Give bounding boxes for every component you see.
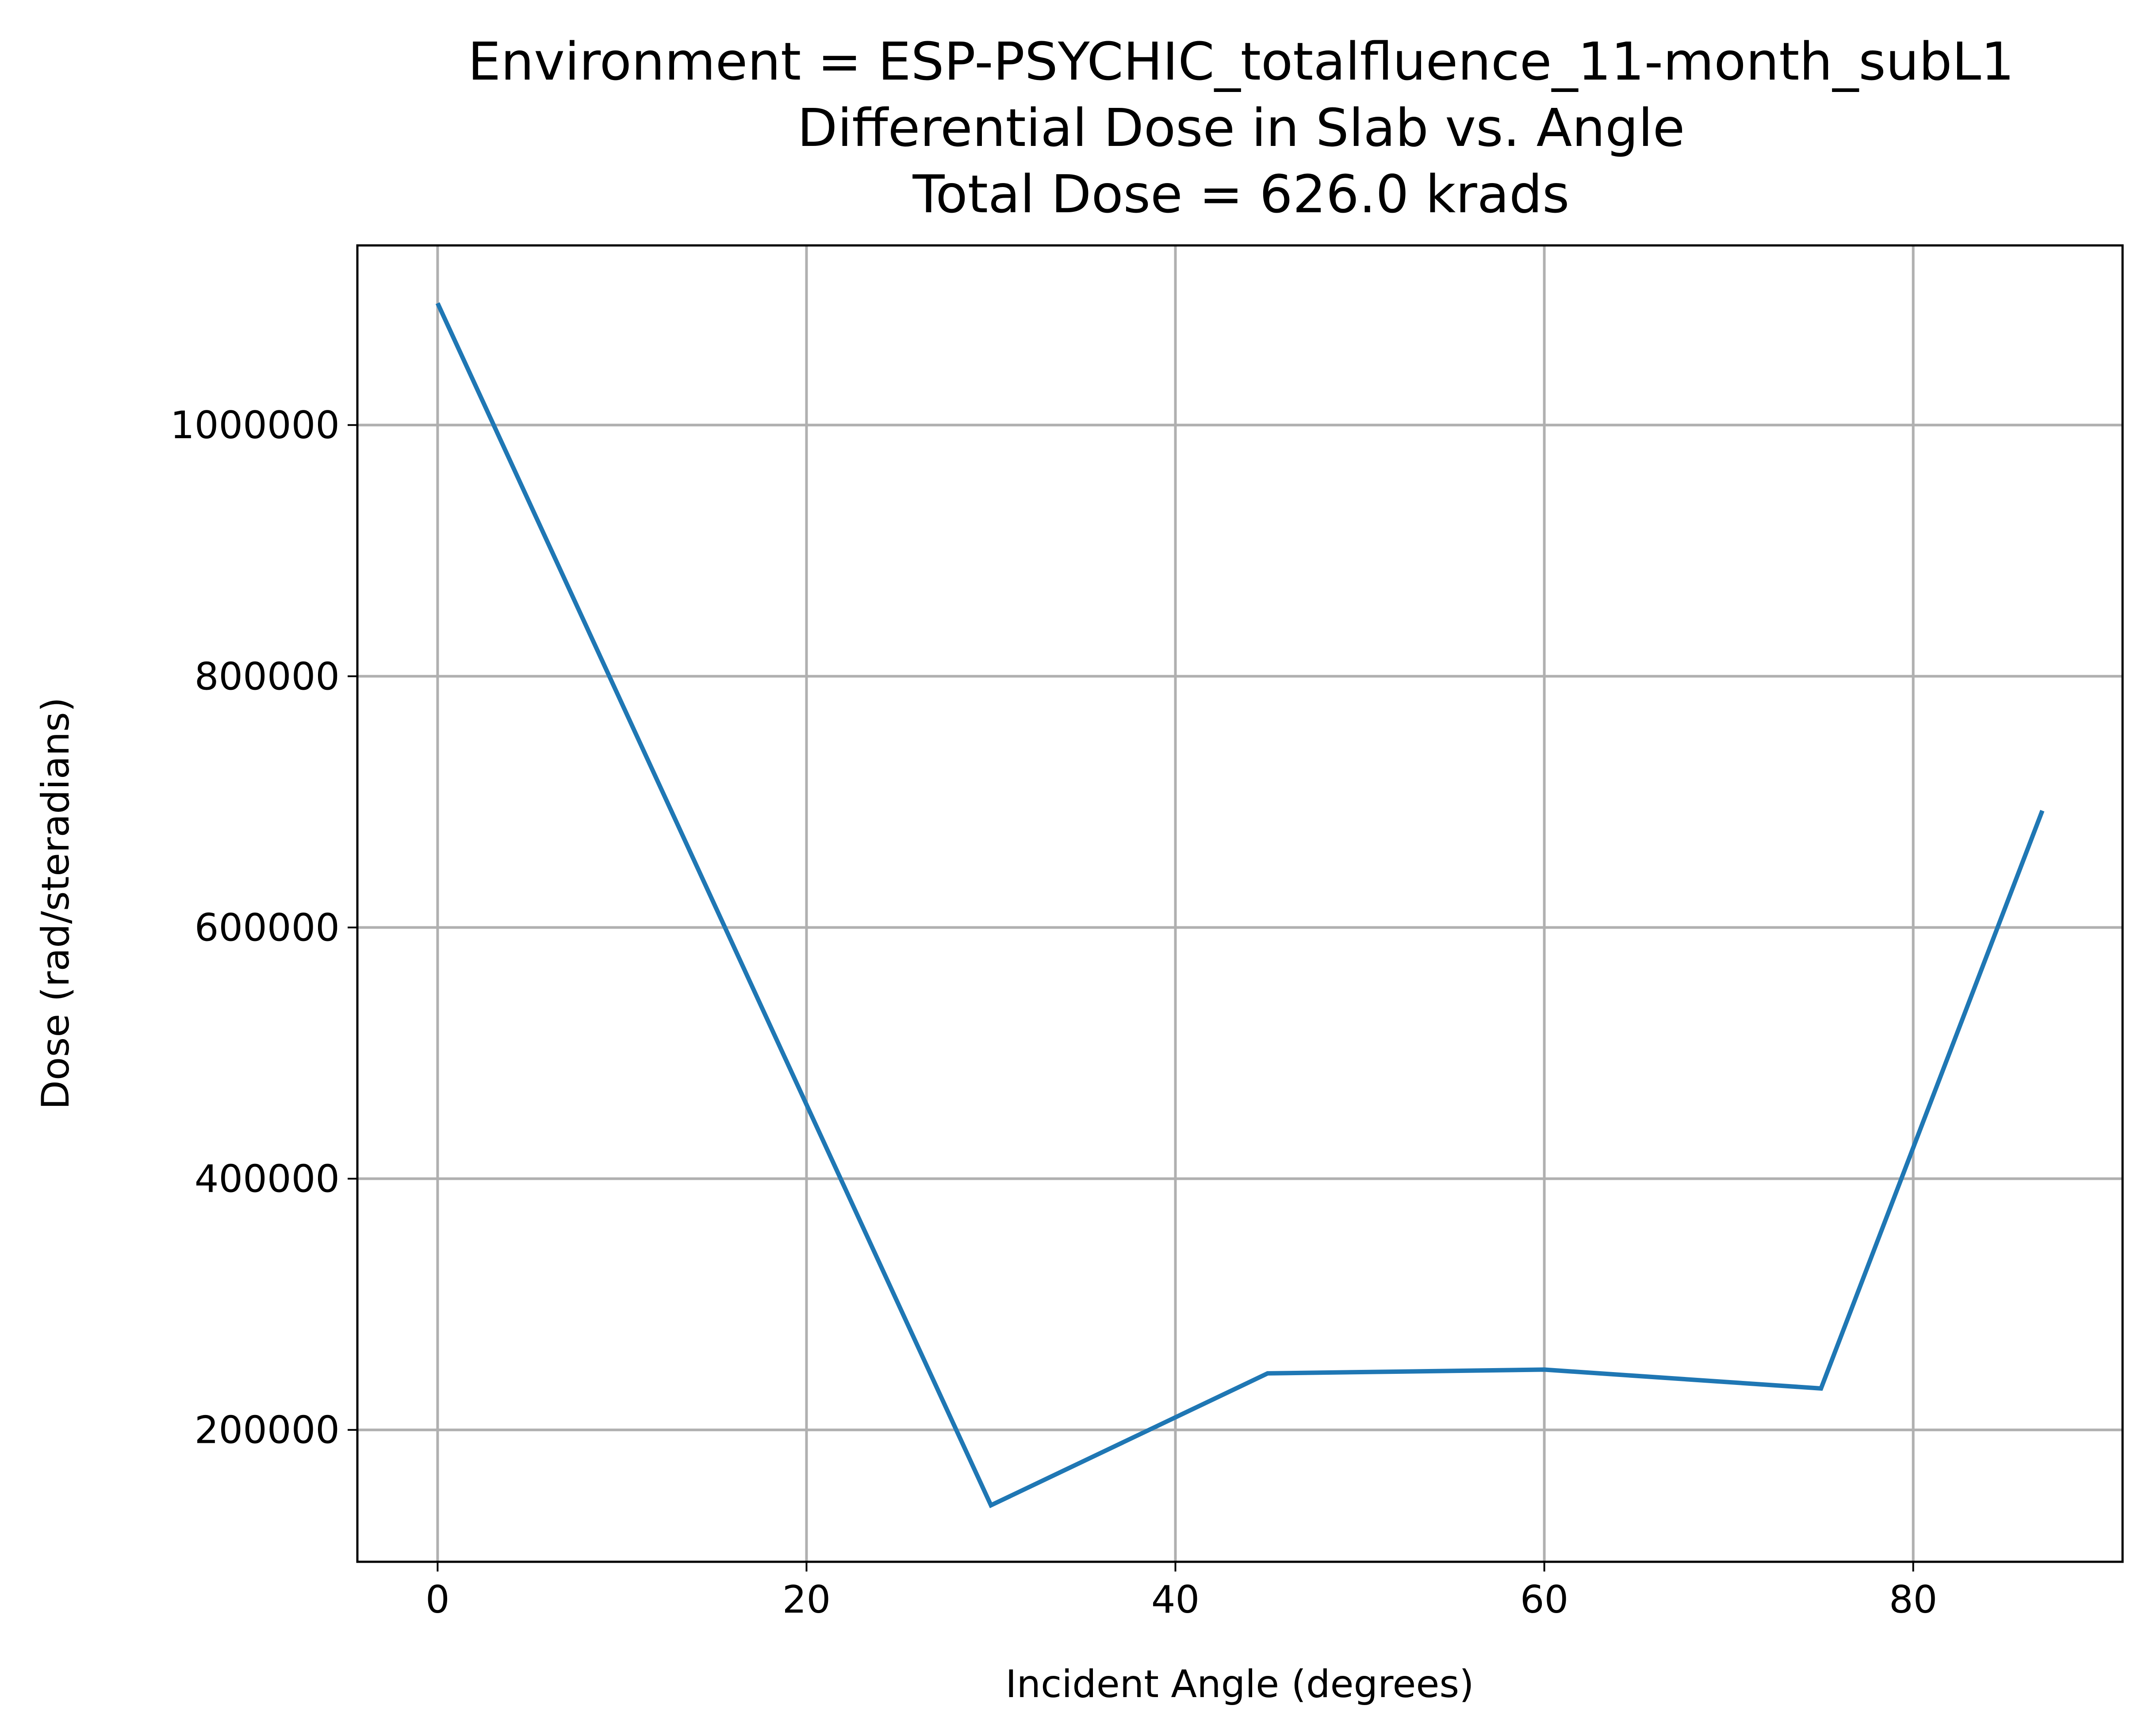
x-tick-label: 20 — [782, 1578, 831, 1622]
title-line-3: Total Dose = 626.0 krads — [912, 164, 1570, 225]
x-axis-label: Incident Angle (degrees) — [1005, 1662, 1474, 1706]
ticks: 0 20 40 60 80 200000 400000 600000 800000 1000000 — [170, 403, 1937, 1622]
y-axis-label: Dose (rad/steradians) — [34, 697, 78, 1110]
y-tick-label: 600000 — [195, 906, 340, 950]
y-tick-label: 200000 — [195, 1408, 340, 1453]
x-tick-label: 60 — [1520, 1578, 1568, 1622]
x-tick-label: 80 — [1889, 1578, 1937, 1622]
x-tick-label: 40 — [1151, 1578, 1199, 1622]
title-line-2: Differential Dose in Slab vs. Angle — [797, 97, 1685, 158]
y-tick-label: 400000 — [195, 1157, 340, 1201]
title-line-1: Environment = ESP-PSYCHIC_totalfluence_1… — [468, 31, 2014, 92]
y-tick-label: 1000000 — [170, 403, 340, 447]
series-group — [435, 302, 2045, 1508]
x-tick-label: 0 — [425, 1578, 450, 1622]
plot-frame — [356, 244, 2124, 1563]
y-tick-label: 800000 — [195, 654, 340, 699]
chart-title: Environment = ESP-PSYCHIC_totalfluence_1… — [468, 31, 2014, 225]
series-line — [435, 302, 2045, 1508]
grid — [357, 245, 2123, 1562]
